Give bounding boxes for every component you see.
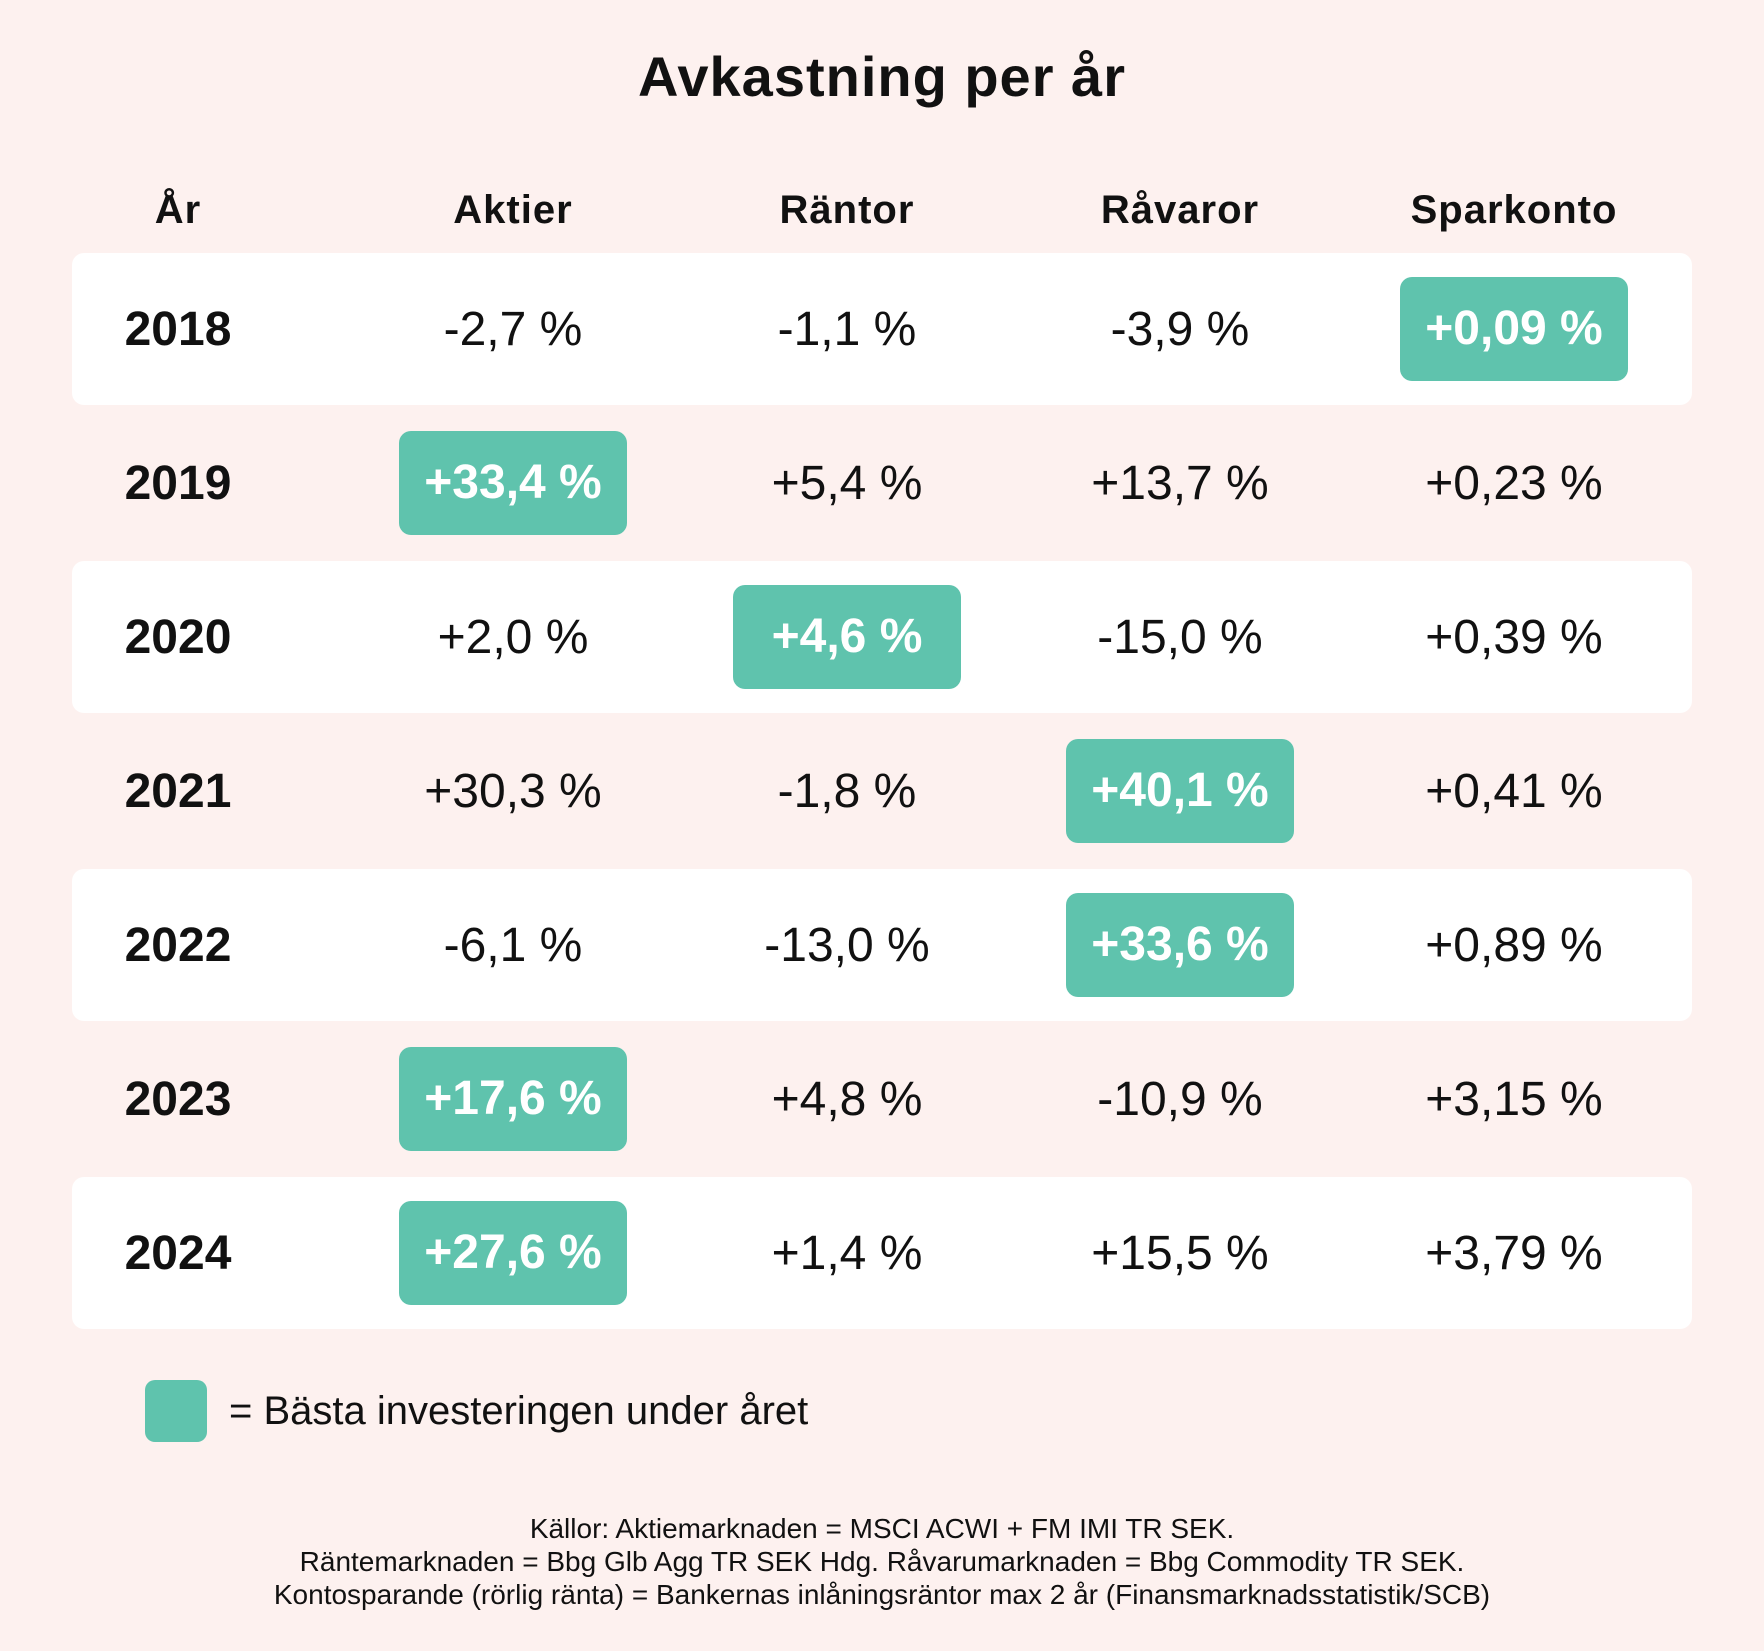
- value-cell: -10,9 %: [1030, 1023, 1330, 1175]
- header-year: År: [154, 188, 202, 232]
- value-cell: +4,8 %: [697, 1023, 997, 1175]
- value-text: +30,3 %: [424, 764, 602, 818]
- value-cell: +3,79 %: [1364, 1177, 1664, 1329]
- year-cell: 2021: [124, 764, 232, 818]
- source-line: Kontosparande (rörlig ränta) = Bankernas…: [273, 1579, 1491, 1610]
- value-cell: -13,0 %: [697, 869, 997, 1021]
- value-cell: +0,39 %: [1364, 561, 1664, 713]
- value-text: -1,8 %: [777, 764, 917, 818]
- table-header: År Aktier Räntor Råvaror Sparkonto: [72, 180, 1692, 240]
- sources: Källor: Aktiemarknaden = MSCI ACWI + FM …: [0, 1512, 1764, 1611]
- value-text: +0,39 %: [1425, 610, 1603, 664]
- value-cell: +15,5 %: [1030, 1177, 1330, 1329]
- table-row: 2024 +27,6 % +1,4 % +15,5 % +3,79 %: [72, 1177, 1692, 1329]
- table-row: 2021 +30,3 % -1,8 % +40,1 % +0,41 %: [72, 715, 1692, 867]
- header-sparkonto: Sparkonto: [1410, 188, 1618, 232]
- table-row: 2020 +2,0 % +4,6 % -15,0 % +0,39 %: [72, 561, 1692, 713]
- value-text: -1,1 %: [777, 302, 917, 356]
- year-cell: 2018: [124, 302, 232, 356]
- value-cell: +2,0 %: [363, 561, 663, 713]
- value-text: +0,89 %: [1425, 918, 1603, 972]
- value-text: +3,79 %: [1425, 1226, 1603, 1280]
- value-text: +5,4 %: [771, 456, 923, 510]
- table-row: 2023 +17,6 % +4,8 % -10,9 % +3,15 %: [72, 1023, 1692, 1175]
- legend-text: = Bästa investeringen under året: [229, 1388, 809, 1433]
- value-text: -2,7 %: [443, 302, 583, 356]
- source-line: Källor: Aktiemarknaden = MSCI ACWI + FM …: [529, 1513, 1235, 1544]
- value-cell: +33,6 %: [1030, 869, 1330, 1021]
- header-rantor: Räntor: [779, 188, 915, 232]
- value-cell: +0,09 %: [1364, 253, 1664, 405]
- value-cell: -1,8 %: [697, 715, 997, 867]
- value-cell: +17,6 %: [363, 1023, 663, 1175]
- value-cell: +33,4 %: [363, 407, 663, 559]
- year-cell: 2023: [124, 1072, 232, 1126]
- value-cell: -3,9 %: [1030, 253, 1330, 405]
- year-cell: 2024: [124, 1226, 232, 1280]
- value-cell: +0,41 %: [1364, 715, 1664, 867]
- value-text: +3,15 %: [1425, 1072, 1603, 1126]
- best-value-badge: +33,4 %: [399, 431, 627, 535]
- value-cell: -1,1 %: [697, 253, 997, 405]
- value-text: -13,0 %: [764, 918, 930, 972]
- value-cell: +13,7 %: [1030, 407, 1330, 559]
- value-text: +2,0 %: [437, 610, 589, 664]
- value-cell: +0,23 %: [1364, 407, 1664, 559]
- chart-title: Avkastning per år: [638, 45, 1126, 108]
- value-cell: +3,15 %: [1364, 1023, 1664, 1175]
- table-row: 2018 -2,7 % -1,1 % -3,9 % +0,09 %: [72, 253, 1692, 405]
- value-text: +13,7 %: [1091, 456, 1269, 510]
- best-value-badge: +40,1 %: [1066, 739, 1294, 843]
- value-text: +15,5 %: [1091, 1226, 1269, 1280]
- value-cell: +27,6 %: [363, 1177, 663, 1329]
- value-text: +4,8 %: [771, 1072, 923, 1126]
- header-ravaror: Råvaror: [1100, 188, 1260, 232]
- value-cell: -15,0 %: [1030, 561, 1330, 713]
- value-cell: -6,1 %: [363, 869, 663, 1021]
- year-cell: 2020: [124, 610, 232, 664]
- legend: = Bästa investeringen under året: [145, 1379, 808, 1443]
- value-text: -6,1 %: [443, 918, 583, 972]
- value-text: +1,4 %: [771, 1226, 923, 1280]
- best-value-badge: +0,09 %: [1400, 277, 1628, 381]
- year-cell: 2019: [124, 456, 232, 510]
- value-cell: +30,3 %: [363, 715, 663, 867]
- value-cell: +40,1 %: [1030, 715, 1330, 867]
- source-line: Räntemarknaden = Bbg Glb Agg TR SEK Hdg.…: [299, 1546, 1465, 1577]
- value-cell: +0,89 %: [1364, 869, 1664, 1021]
- year-cell: 2022: [124, 918, 232, 972]
- value-text: -10,9 %: [1097, 1072, 1263, 1126]
- legend-swatch: [145, 1380, 207, 1442]
- value-text: -15,0 %: [1097, 610, 1263, 664]
- value-cell: +4,6 %: [697, 561, 997, 713]
- header-aktier: Aktier: [453, 188, 573, 232]
- value-text: +0,41 %: [1425, 764, 1603, 818]
- value-text: -3,9 %: [1110, 302, 1250, 356]
- best-value-badge: +17,6 %: [399, 1047, 627, 1151]
- table-row: 2022 -6,1 % -13,0 % +33,6 % +0,89 %: [72, 869, 1692, 1021]
- value-text: +0,23 %: [1425, 456, 1603, 510]
- best-value-badge: +4,6 %: [733, 585, 961, 689]
- best-value-badge: +33,6 %: [1066, 893, 1294, 997]
- best-value-badge: +27,6 %: [399, 1201, 627, 1305]
- value-cell: +5,4 %: [697, 407, 997, 559]
- value-cell: -2,7 %: [363, 253, 663, 405]
- value-cell: +1,4 %: [697, 1177, 997, 1329]
- table-row: 2019 +33,4 % +5,4 % +13,7 % +0,23 %: [72, 407, 1692, 559]
